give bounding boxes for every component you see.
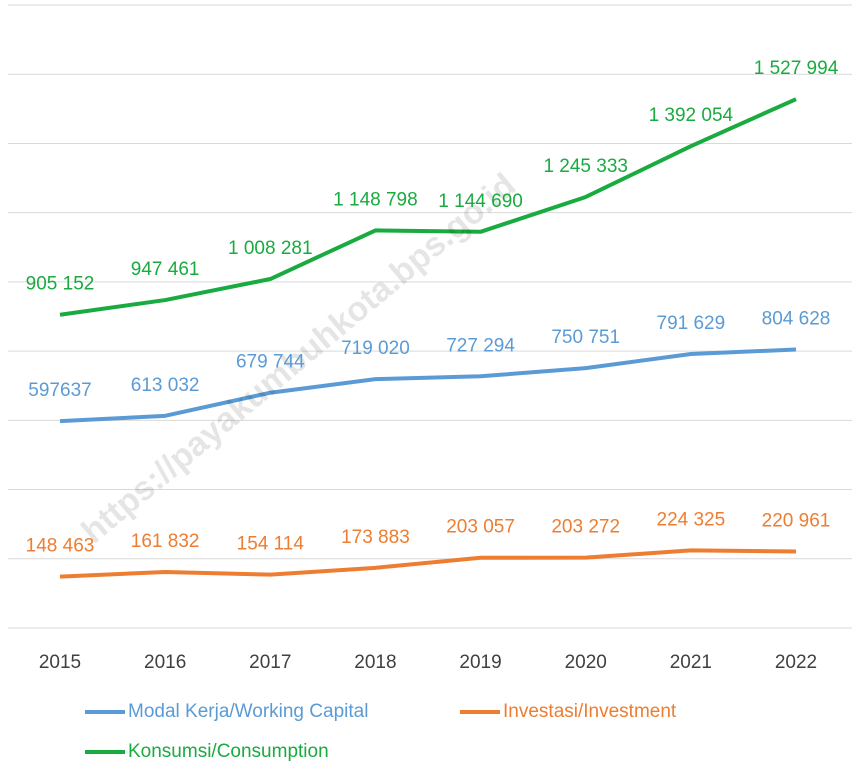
data-label: 1 527 994 [754,58,839,79]
data-label: 173 883 [341,527,410,548]
x-tick-label: 2016 [144,652,186,673]
marks [59,97,797,579]
data-label: 905 152 [26,274,95,295]
data-label: 148 463 [26,536,95,557]
grid [8,4,852,629]
data-label: 203 272 [551,517,620,538]
data-label: 804 628 [762,309,831,330]
data-label: 1 144 690 [438,191,523,212]
series-line [59,347,797,424]
x-tick-label: 2021 [670,652,712,673]
x-tick-label: 2022 [775,652,817,673]
legend-label: Modal Kerja/Working Capital [128,701,368,722]
x-tick-label: 2017 [249,652,291,673]
x-tick-label: 2018 [354,652,396,673]
data-label: 613 032 [131,375,200,396]
data-label: 597637 [28,380,91,401]
data-label: 719 020 [341,338,410,359]
data-label: 161 832 [131,531,200,552]
data-label: 1 392 054 [649,105,734,126]
data-label: 791 629 [657,313,726,334]
data-label: 1 148 798 [333,189,418,210]
x-tick-label: 2015 [39,652,81,673]
x-tick-label: 2020 [565,652,607,673]
data-label: 727 294 [446,335,515,356]
data-label: 154 114 [237,534,305,555]
data-label: 750 751 [551,327,620,348]
data-label: 1 008 281 [228,238,313,259]
legend-label: Konsumsi/Consumption [128,741,329,762]
data-label: 1 245 333 [543,156,628,177]
data-label: 947 461 [131,259,200,280]
x-tick-label: 2019 [459,652,501,673]
data-label: 203 057 [446,517,515,538]
legend-label: Investasi/Investment [503,701,677,722]
data-label: 679 744 [236,352,305,373]
series-line [59,548,797,579]
series-line [59,97,797,317]
data-label: 220 961 [762,511,831,532]
data-label: 224 325 [657,509,726,530]
